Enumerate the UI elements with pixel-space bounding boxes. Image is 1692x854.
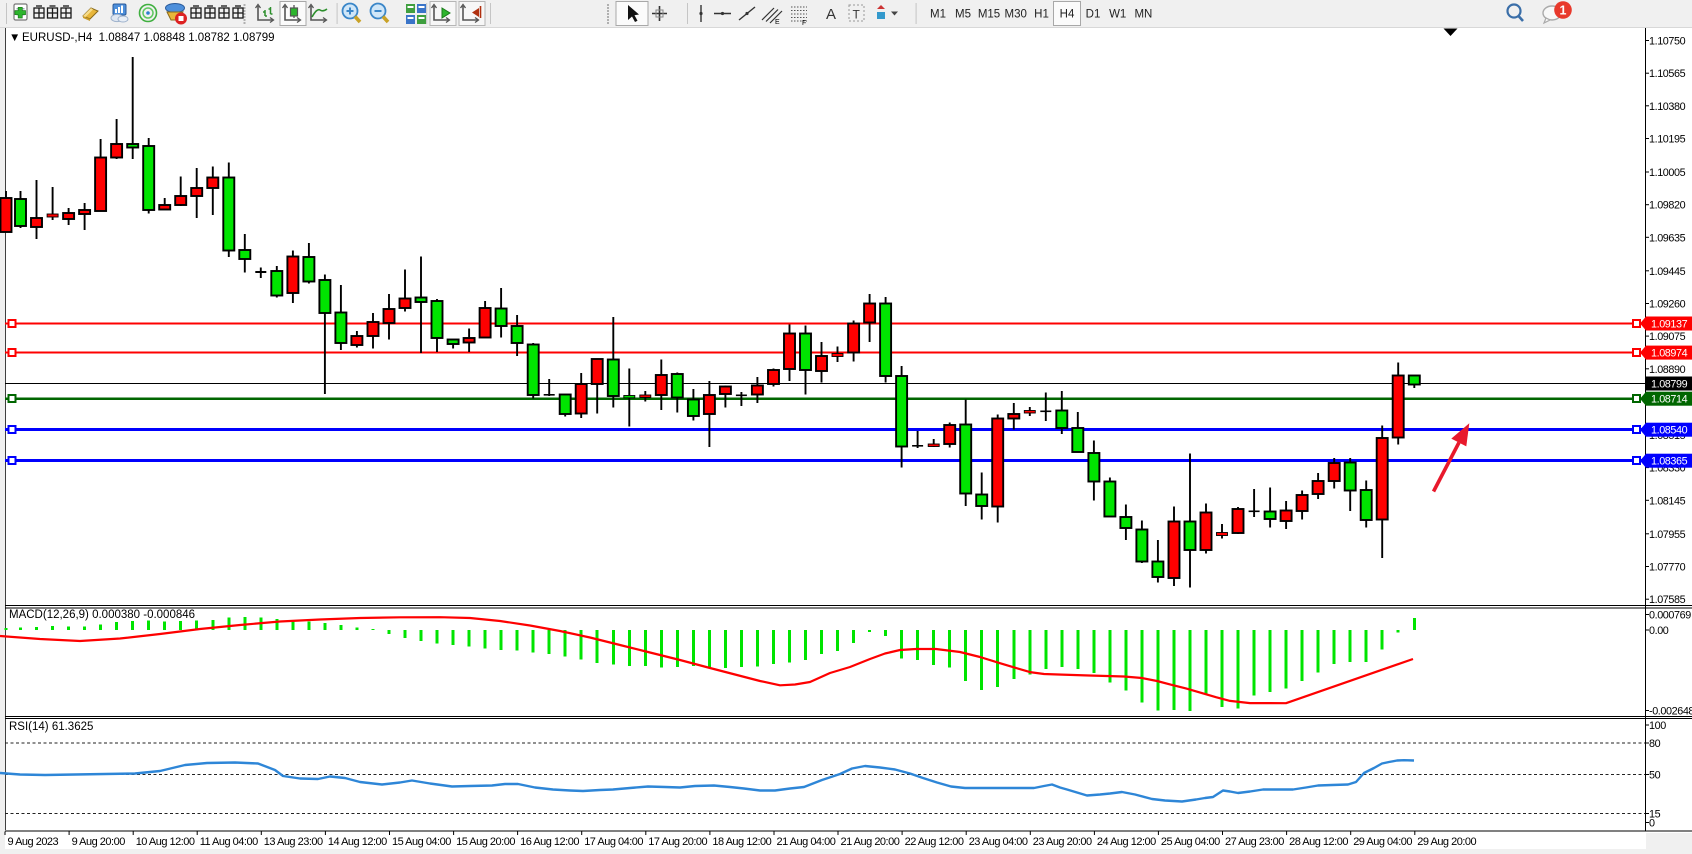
svg-text:1.09820: 1.09820 xyxy=(1649,200,1686,212)
svg-text:1.08890: 1.08890 xyxy=(1649,364,1686,376)
svg-text:15 Aug 20:00: 15 Aug 20:00 xyxy=(456,836,515,848)
svg-text:E: E xyxy=(775,19,780,26)
svg-text:1: 1 xyxy=(1560,4,1567,18)
svg-text:1.07770: 1.07770 xyxy=(1649,562,1686,574)
svg-text:1.10195: 1.10195 xyxy=(1649,134,1686,146)
svg-text:0.00: 0.00 xyxy=(1649,625,1669,637)
svg-text:24 Aug 12:00: 24 Aug 12:00 xyxy=(1097,836,1156,848)
svg-text:10 Aug 12:00: 10 Aug 12:00 xyxy=(136,836,195,848)
svg-text:1.09445: 1.09445 xyxy=(1649,266,1686,278)
svg-text:M15: M15 xyxy=(978,9,1000,21)
svg-text:18 Aug 12:00: 18 Aug 12:00 xyxy=(712,836,771,848)
svg-text:1.10005: 1.10005 xyxy=(1649,167,1686,179)
svg-text:0.000769: 0.000769 xyxy=(1649,610,1691,622)
svg-text:29 Aug 04:00: 29 Aug 04:00 xyxy=(1353,836,1412,848)
svg-text:14 Aug 12:00: 14 Aug 12:00 xyxy=(328,836,387,848)
svg-text:9 Aug 2023: 9 Aug 2023 xyxy=(8,836,59,848)
svg-text:D1: D1 xyxy=(1086,9,1101,21)
svg-text:0: 0 xyxy=(1649,818,1655,830)
svg-text:13 Aug 23:00: 13 Aug 23:00 xyxy=(264,836,323,848)
svg-text:21 Aug 04:00: 21 Aug 04:00 xyxy=(777,836,836,848)
svg-text:25 Aug 04:00: 25 Aug 04:00 xyxy=(1161,836,1220,848)
svg-text:M1: M1 xyxy=(930,9,946,21)
svg-text:9 Aug 20:00: 9 Aug 20:00 xyxy=(72,836,126,848)
svg-text:17 Aug 20:00: 17 Aug 20:00 xyxy=(648,836,707,848)
svg-text:H4: H4 xyxy=(1060,9,1075,21)
svg-text:1.08714: 1.08714 xyxy=(1651,394,1688,406)
svg-text:T: T xyxy=(853,8,861,22)
svg-text:1.07585: 1.07585 xyxy=(1649,594,1686,606)
svg-text:MACD(12,26,9) 0.000380 -0.0008: MACD(12,26,9) 0.000380 -0.000846 xyxy=(9,609,195,621)
svg-text:1.09260: 1.09260 xyxy=(1649,299,1686,311)
svg-text:80: 80 xyxy=(1649,738,1661,750)
svg-text:17 Aug 04:00: 17 Aug 04:00 xyxy=(584,836,643,848)
svg-text:100: 100 xyxy=(1649,720,1666,732)
svg-text:M5: M5 xyxy=(955,9,971,21)
svg-text:-0.002648: -0.002648 xyxy=(1649,706,1692,718)
svg-text:28 Aug 12:00: 28 Aug 12:00 xyxy=(1289,836,1348,848)
svg-text:A: A xyxy=(826,6,836,23)
svg-text:1.09137: 1.09137 xyxy=(1651,319,1688,331)
svg-text:1.10750: 1.10750 xyxy=(1649,36,1686,48)
svg-text:M30: M30 xyxy=(1005,9,1027,21)
svg-text:15: 15 xyxy=(1649,809,1661,821)
svg-text:H1: H1 xyxy=(1034,9,1049,21)
svg-text:22 Aug 12:00: 22 Aug 12:00 xyxy=(905,836,964,848)
svg-text:1.09635: 1.09635 xyxy=(1649,232,1686,244)
svg-text:1.07955: 1.07955 xyxy=(1649,529,1686,541)
svg-text:RSI(14) 61.3625: RSI(14) 61.3625 xyxy=(9,721,93,733)
svg-text:▼: ▼ xyxy=(9,32,20,44)
svg-text:W1: W1 xyxy=(1109,9,1126,21)
svg-text:11 Aug 04:00: 11 Aug 04:00 xyxy=(200,836,258,848)
svg-text:23 Aug 20:00: 23 Aug 20:00 xyxy=(1033,836,1092,848)
svg-text:1.10565: 1.10565 xyxy=(1649,68,1686,80)
svg-text:50: 50 xyxy=(1649,770,1661,782)
svg-text:1.09075: 1.09075 xyxy=(1649,331,1686,343)
svg-text:15 Aug 04:00: 15 Aug 04:00 xyxy=(392,836,451,848)
svg-text:21 Aug 20:00: 21 Aug 20:00 xyxy=(841,836,900,848)
svg-text:23 Aug 04:00: 23 Aug 04:00 xyxy=(969,836,1028,848)
svg-text:F: F xyxy=(802,20,806,27)
svg-text:16 Aug 12:00: 16 Aug 12:00 xyxy=(520,836,579,848)
svg-text:1.08974: 1.08974 xyxy=(1651,348,1688,360)
svg-text:1.10380: 1.10380 xyxy=(1649,101,1686,113)
svg-text:1.08365: 1.08365 xyxy=(1651,456,1688,468)
svg-text:27 Aug 23:00: 27 Aug 23:00 xyxy=(1225,836,1284,848)
svg-text:1.08145: 1.08145 xyxy=(1649,495,1686,507)
svg-text:29 Aug 20:00: 29 Aug 20:00 xyxy=(1417,836,1476,848)
svg-text:MN: MN xyxy=(1134,9,1152,21)
svg-text:1.08540: 1.08540 xyxy=(1651,425,1688,437)
svg-text:1.08799: 1.08799 xyxy=(1651,379,1688,391)
svg-text:EURUSD-,H4 1.08847 1.08848 1.: EURUSD-,H4 1.08847 1.08848 1.08782 1.087… xyxy=(22,32,275,44)
